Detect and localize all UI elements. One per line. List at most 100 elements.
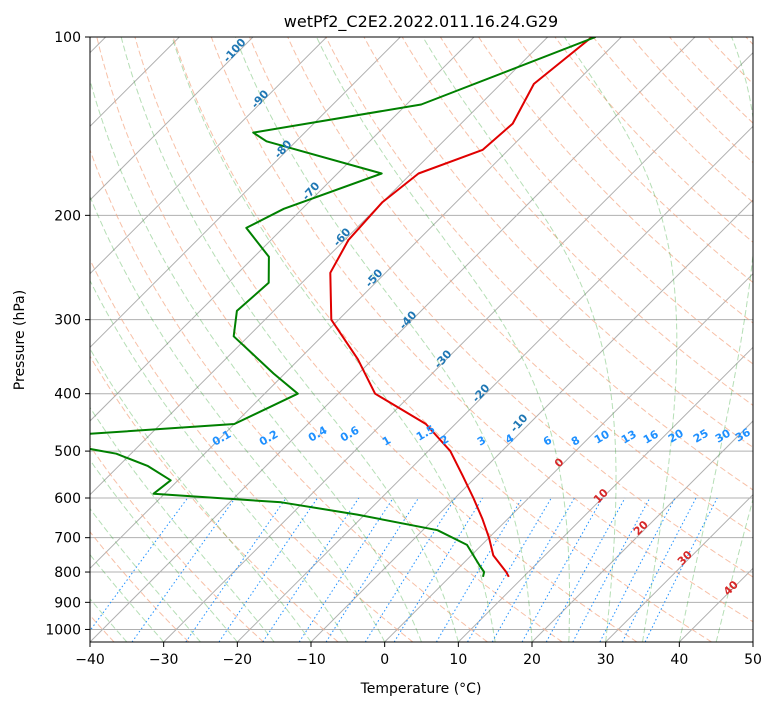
moist-adiabat-line [90, 459, 238, 642]
moist-adiabat-line [715, 497, 753, 642]
y-tick-label: 600 [54, 491, 81, 507]
mixing-ratio-line [572, 497, 651, 642]
isotherm-line [90, 37, 622, 570]
isotherm-line [605, 493, 753, 642]
moist-adiabat-label: -30 [432, 347, 455, 371]
dry-adiabat-line [172, 37, 712, 642]
moist-adiabat-label: -50 [363, 266, 386, 290]
isotherm-line [90, 37, 549, 496]
mixing-ratio-label: 1.5 [414, 423, 437, 444]
y-tick-label: 700 [54, 531, 81, 547]
dry-adiabat-line [478, 37, 753, 324]
y-tick-label: 300 [54, 313, 81, 329]
x-tick-label: −20 [223, 652, 253, 668]
dry-adiabat-line [287, 37, 753, 534]
dry-adiabat-line [90, 258, 414, 642]
y-tick-label: 200 [54, 208, 81, 224]
x-tick-label: 30 [597, 652, 615, 668]
moist-adiabat-line [171, 37, 496, 642]
dry-adiabat-line [96, 37, 563, 642]
isotherm-line [90, 37, 475, 422]
dry-adiabat-line [210, 37, 753, 623]
x-tick-label: 50 [744, 652, 762, 668]
x-tick-label: −30 [149, 652, 179, 668]
isotherm-line [752, 641, 753, 642]
isotherm-line [310, 199, 753, 642]
moist-adiabat-line [90, 347, 312, 642]
dry-adiabat-line [401, 37, 753, 406]
dry-adiabat-line [745, 37, 753, 46]
chart-title: wetPf2_C2E2.2022.011.16.24.G29 [284, 12, 558, 32]
mixing-ratio-label: 13 [619, 428, 639, 447]
mixing-ratio-line [393, 497, 483, 642]
moist-adiabat-line [90, 553, 165, 642]
dry-adiabat-line [90, 445, 264, 642]
moist-adiabat-label: -70 [300, 179, 323, 203]
isotherm-line [678, 567, 753, 642]
dry-adiabat-label: 30 [675, 548, 695, 568]
moist-adiabat-line [422, 37, 617, 642]
dry-adiabat-line [90, 531, 190, 642]
dewpoint-profile-line [90, 37, 596, 578]
mixing-ratio-line [131, 497, 236, 642]
mixing-ratio-line [364, 497, 456, 642]
y-tick-label: 800 [54, 565, 81, 581]
dry-adiabat-line [249, 37, 753, 578]
plot-area: 0.1 0.2 0.4 0.6 1 1.5 2 3 4 6 8 10 13 16 20 25 30 36-100-… [90, 37, 753, 642]
mixing-ratio-label: 0.6 [338, 423, 362, 444]
moist-adiabat-label: -60 [331, 225, 354, 249]
x-tick-label: 40 [670, 652, 688, 668]
isotherm-line [384, 272, 753, 642]
mixing-ratio-line [218, 497, 318, 642]
moist-adiabat-label: -80 [272, 137, 295, 161]
mixing-ratio-line [644, 497, 718, 642]
moist-adiabat-label: -90 [249, 87, 272, 111]
moist-adiabat-label: -40 [397, 308, 420, 332]
y-tick-label: 1000 [45, 622, 81, 638]
dry-adiabat-line [90, 355, 339, 642]
moist-adiabat-label: -10 [508, 411, 531, 435]
moist-adiabat-line [316, 37, 570, 642]
dry-adiabat-label: 10 [591, 486, 611, 506]
mixing-ratio-line [262, 497, 360, 642]
isotherm-line [531, 420, 753, 642]
moist-adiabat-label: -20 [470, 381, 493, 405]
mixing-ratio-line [435, 497, 523, 642]
moist-adiabat-line [90, 597, 128, 642]
mixing-ratio-line [621, 497, 697, 642]
mixing-ratio-label: 0.2 [257, 428, 280, 449]
mixing-ratio-label: 25 [691, 427, 711, 446]
dry-adiabat-label: 20 [631, 518, 651, 538]
mixing-ratio-label: 10 [592, 428, 612, 447]
x-tick-label: −10 [296, 652, 326, 668]
x-tick-label: 20 [523, 652, 541, 668]
mixing-ratio-line [90, 497, 189, 632]
isotherm-line [236, 125, 753, 642]
moist-adiabat-line [120, 37, 459, 642]
isotherm-line [90, 37, 254, 201]
y-tick-label: 900 [54, 595, 81, 611]
mixing-ratio-label: 20 [666, 427, 686, 446]
x-tick-label: 0 [380, 652, 389, 668]
mixing-ratio-label: 30 [713, 427, 733, 446]
isotherm-line [163, 51, 753, 642]
x-axis-label: Temperature (°C) [360, 681, 482, 697]
y-tick-label: 100 [54, 30, 81, 46]
mixing-ratio-label: 16 [641, 428, 661, 447]
temperature-profile-line [329, 37, 593, 578]
dry-adiabat-line [439, 37, 753, 365]
dry-adiabat-line [516, 37, 753, 284]
mixing-ratio-label: 6 [541, 433, 554, 448]
isotherm-line [90, 37, 328, 275]
isotherm-line [457, 346, 753, 642]
moist-adiabat-line [678, 37, 753, 642]
isotherm-line [90, 37, 696, 642]
y-axis-label: Pressure (hPa) [12, 290, 28, 390]
mixing-ratio-label: 1 [380, 434, 393, 449]
isotherm-line [90, 37, 401, 349]
dry-adiabat-label: 40 [721, 578, 741, 598]
dry-adiabat-line [554, 37, 753, 243]
moist-adiabat-line [90, 406, 275, 642]
x-tick-label: 10 [449, 652, 467, 668]
